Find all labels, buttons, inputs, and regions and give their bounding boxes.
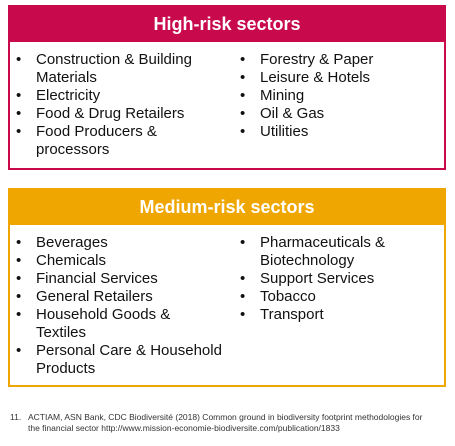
- sector-text: Transport: [260, 306, 324, 323]
- sector-list: Construction & BuildingMaterialsElectric…: [16, 51, 192, 159]
- sector-text: Products: [36, 360, 96, 377]
- sector-item: Pharmaceuticals &Biotechnology: [240, 234, 385, 270]
- sector-text: Utilities: [260, 123, 309, 140]
- sector-item: Mining: [240, 87, 373, 105]
- sector-text: Materials: [36, 69, 97, 86]
- sector-item: Beverages: [16, 234, 222, 252]
- sector-text: Food & Drug Retailers: [36, 105, 185, 122]
- sector-text: Chemicals: [36, 252, 107, 269]
- sector-item: Food & Drug Retailers: [16, 105, 192, 123]
- footnote-line: the financial sector http://www.mission-…: [28, 423, 340, 433]
- sector-text: Mining: [260, 87, 305, 104]
- sector-box: High-risk sectors Construction & Building…: [8, 5, 446, 170]
- sector-list: Pharmaceuticals &BiotechnologySupport Se…: [240, 234, 385, 324]
- footnote-text: ACTIAM, ASN Bank, CDC Biodiversité (2018…: [28, 412, 422, 434]
- sector-item: Chemicals: [16, 252, 222, 270]
- box-header: High-risk sectors: [10, 7, 444, 42]
- sector-text: Household Goods &: [36, 306, 171, 323]
- sector-text: Tobacco: [260, 288, 316, 305]
- sector-item: Leisure & Hotels: [240, 69, 373, 87]
- sector-item: Utilities: [240, 123, 373, 141]
- sector-box: Medium-risk sectors BeveragesChemicalsFin…: [8, 188, 446, 387]
- sector-text: Biotechnology: [260, 252, 355, 269]
- sector-text: Forestry & Paper: [260, 51, 374, 68]
- sector-text: Support Services: [260, 270, 375, 287]
- sector-item: Support Services: [240, 270, 385, 288]
- sector-text: Textiles: [36, 324, 87, 341]
- sector-text: Personal Care & Household: [36, 342, 222, 359]
- sector-item: Financial Services: [16, 270, 222, 288]
- sector-text: Pharmaceuticals &: [260, 234, 386, 251]
- sector-text: Beverages: [36, 234, 108, 251]
- sector-list: Forestry & PaperLeisure & HotelsMiningOi…: [240, 51, 373, 141]
- footnote-number: 11.: [10, 412, 22, 422]
- sector-item: Tobacco: [240, 288, 385, 306]
- sector-list: BeveragesChemicalsFinancial ServicesGene…: [16, 234, 222, 378]
- sector-item: Oil & Gas: [240, 105, 373, 123]
- sector-text: Food Producers &: [36, 123, 157, 140]
- sector-item: Electricity: [16, 87, 192, 105]
- sector-item: Household Goods &Textiles: [16, 306, 222, 342]
- box-header: Medium-risk sectors: [10, 190, 444, 225]
- sector-text: Oil & Gas: [260, 105, 325, 122]
- sector-text: Leisure & Hotels: [260, 69, 371, 86]
- sector-text: Electricity: [36, 87, 101, 104]
- sector-text: Construction & Building: [36, 51, 192, 68]
- sector-text: processors: [36, 141, 110, 158]
- sector-text: General Retailers: [36, 288, 153, 305]
- sector-text: Financial Services: [36, 270, 158, 287]
- sector-item: Food Producers &processors: [16, 123, 192, 159]
- footnote-line: ACTIAM, ASN Bank, CDC Biodiversité (2018…: [28, 412, 423, 422]
- sector-item: General Retailers: [16, 288, 222, 306]
- sector-item: Forestry & Paper: [240, 51, 373, 69]
- sector-item: Transport: [240, 306, 385, 324]
